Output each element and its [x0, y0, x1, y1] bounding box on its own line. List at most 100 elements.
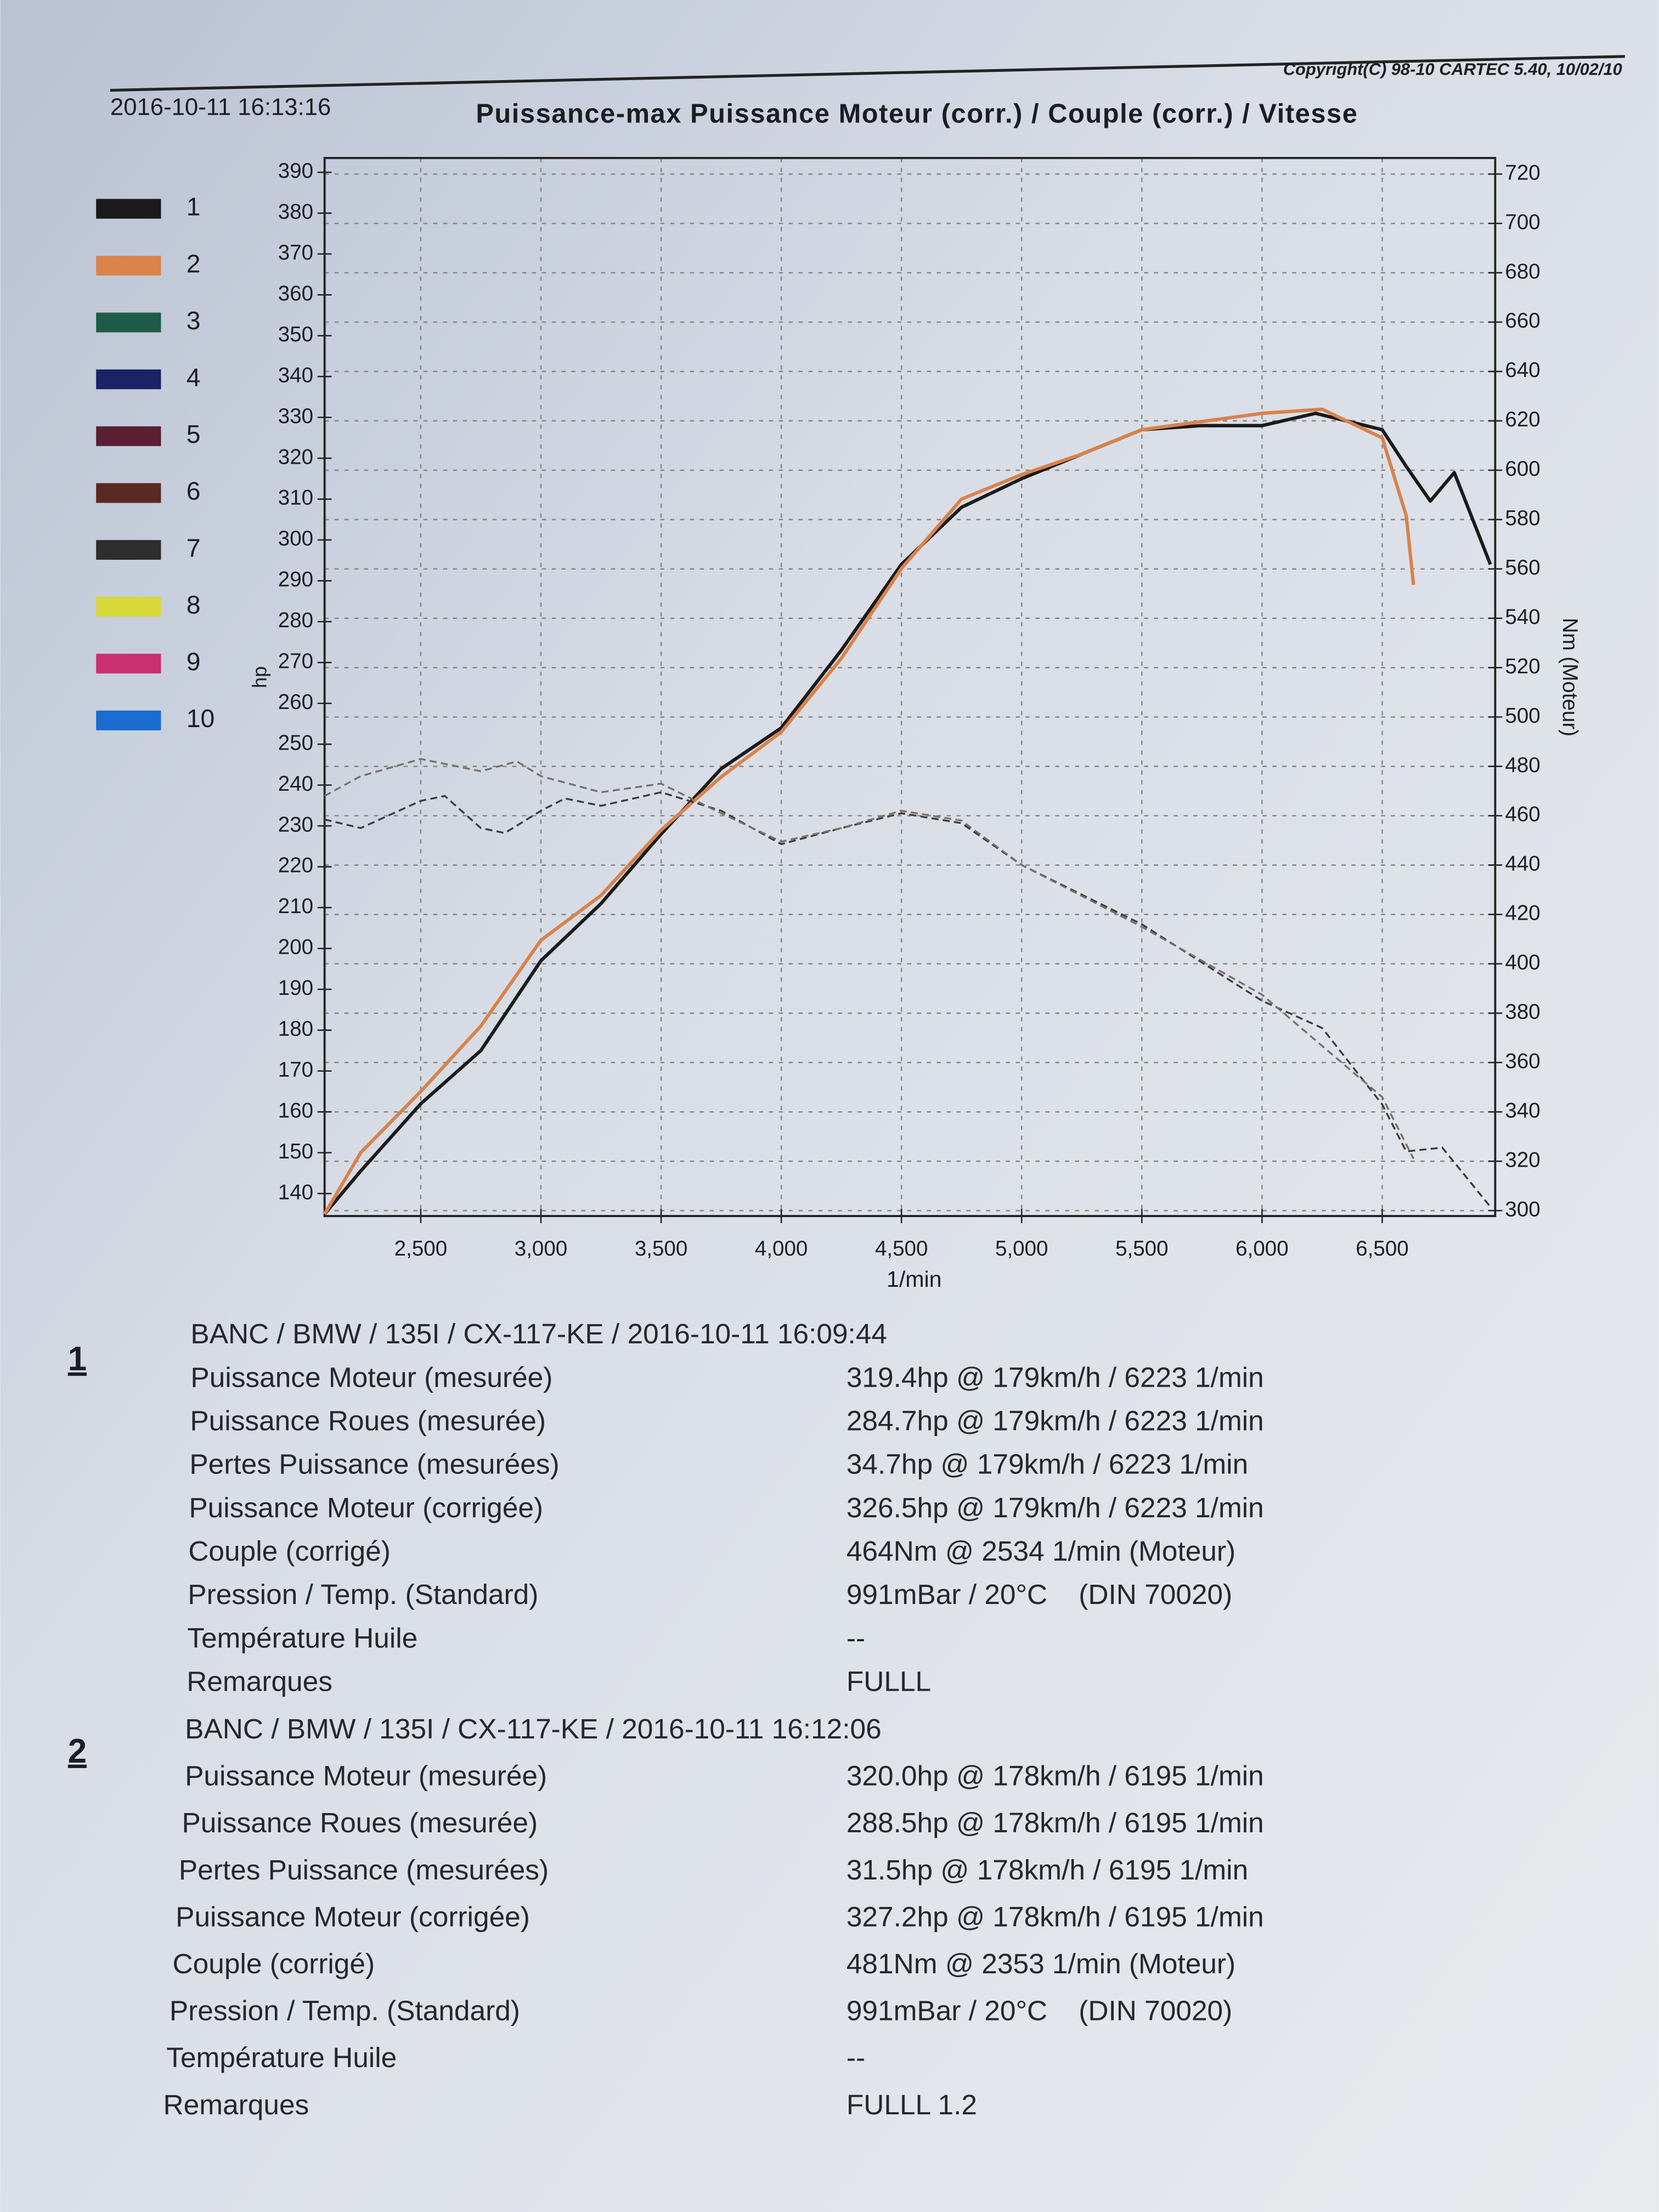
- row-value: 991mBar / 20°C (DIN 70020): [847, 1995, 1232, 2027]
- run-heading: BANC / BMW / 135I / CX-117-KE / 2016-10-…: [190, 1318, 887, 1349]
- y2-tick-label: 340: [1505, 1099, 1540, 1122]
- row-label: Pression / Temp. (Standard): [170, 1995, 520, 2027]
- legend-swatch: [96, 256, 161, 276]
- y-tick-label: 280: [278, 609, 313, 632]
- y2-tick-label: 420: [1505, 902, 1540, 925]
- y-tick-label: 300: [278, 527, 313, 550]
- y2-tick-label: 680: [1505, 260, 1540, 283]
- legend-swatch: [96, 426, 161, 446]
- legend-swatch: [96, 654, 161, 674]
- y-tick-label: 190: [278, 976, 313, 1000]
- row-label: Puissance Roues (mesurée): [190, 1404, 546, 1436]
- y2-tick-label: 460: [1505, 803, 1540, 826]
- plot: 1401501601701801902002102202302402502602…: [96, 157, 1541, 1260]
- row-label: Couple (corrigé): [173, 1948, 375, 1979]
- legend-label: 1: [187, 193, 201, 221]
- legend-swatch: [96, 596, 161, 617]
- run-number: 1: [68, 1340, 87, 1378]
- y-tick-label: 180: [278, 1017, 313, 1040]
- x-tick-label: 6,000: [1235, 1237, 1288, 1260]
- x-tick-label: 2,500: [394, 1237, 447, 1260]
- y-tick-label: 330: [278, 404, 313, 428]
- row-value: 320.0hp @ 178km/h / 6195 1/min: [847, 1760, 1264, 1792]
- row-label: Couple (corrigé): [188, 1535, 391, 1567]
- y2-axis-label: Nm (Moteur): [1558, 618, 1582, 736]
- y2-tick-label: 520: [1505, 655, 1540, 678]
- legend-label: 10: [187, 704, 215, 733]
- y2-tick-label: 360: [1505, 1049, 1540, 1073]
- y-tick-label: 360: [278, 282, 313, 306]
- legend-label: 8: [187, 590, 201, 619]
- y-tick-label: 220: [278, 854, 313, 877]
- legend-label: 5: [187, 420, 201, 448]
- y2-tick-label: 440: [1505, 852, 1540, 876]
- row-value: 34.7hp @ 179km/h / 6223 1/min: [847, 1448, 1248, 1480]
- y-tick-label: 260: [278, 690, 313, 714]
- y-axis-label: hp: [248, 666, 270, 688]
- row-label: Pression / Temp. (Standard): [188, 1578, 538, 1610]
- x-tick-label: 3,500: [635, 1237, 687, 1260]
- y2-tick-label: 700: [1505, 210, 1540, 234]
- legend-label: 2: [187, 249, 201, 278]
- copyright: Copyright(C) 98-10 CARTEC 5.40, 10/02/10: [1283, 60, 1622, 79]
- run-heading: BANC / BMW / 135I / CX-117-KE / 2016-10-…: [185, 1713, 882, 1744]
- y-tick-label: 140: [278, 1180, 313, 1204]
- y2-tick-label: 560: [1505, 556, 1540, 579]
- torque-line: [324, 758, 1415, 1160]
- row-value: 284.7hp @ 179km/h / 6223 1/min: [847, 1404, 1264, 1436]
- x-tick-label: 3,000: [515, 1237, 567, 1260]
- row-label: Pertes Puissance (mesurées): [189, 1448, 559, 1480]
- run-number: 2: [68, 1732, 87, 1770]
- row-label: Pertes Puissance (mesurées): [179, 1854, 549, 1885]
- x-tick-label: 5,500: [1115, 1237, 1168, 1260]
- timestamp: 2016-10-11 16:13:16: [110, 93, 331, 120]
- y-tick-label: 200: [278, 936, 313, 959]
- y-tick-label: 310: [278, 486, 313, 510]
- row-value: FULLL 1.2: [847, 2089, 977, 2120]
- legend-swatch: [96, 540, 161, 560]
- row-label: Puissance Moteur (mesurée): [185, 1760, 547, 1792]
- row-value: --: [847, 1622, 865, 1653]
- y-tick-label: 380: [278, 200, 313, 224]
- y2-tick-label: 500: [1505, 704, 1540, 728]
- row-label: Remarques: [187, 1665, 332, 1697]
- legend-swatch: [96, 312, 161, 333]
- y-tick-label: 320: [278, 445, 313, 469]
- y2-tick-label: 320: [1505, 1148, 1540, 1172]
- header-rule: [110, 55, 1625, 92]
- legend-swatch: [96, 199, 161, 219]
- row-value: --: [847, 2041, 865, 2073]
- row-label: Puissance Roues (mesurée): [182, 1806, 538, 1838]
- y-tick-label: 250: [278, 731, 313, 755]
- row-label: Remarques: [163, 2089, 309, 2120]
- y2-tick-label: 720: [1505, 161, 1540, 184]
- y2-tick-label: 400: [1505, 951, 1540, 975]
- row-value: 991mBar / 20°C (DIN 70020): [847, 1578, 1232, 1610]
- row-value: 464Nm @ 2534 1/min (Moteur): [847, 1535, 1235, 1567]
- legend-label: 4: [187, 363, 201, 392]
- row-value: 31.5hp @ 178km/h / 6195 1/min: [847, 1854, 1248, 1885]
- y-tick-label: 350: [278, 323, 313, 346]
- chart-title: Puissance-max Puissance Moteur (corr.) /…: [476, 99, 1358, 129]
- legend-label: 9: [187, 648, 201, 676]
- row-label: Température Huile: [166, 2041, 397, 2073]
- row-label: Température Huile: [187, 1622, 417, 1653]
- row-value: FULLL: [847, 1665, 931, 1697]
- row-label: Puissance Moteur (corrigée): [176, 1900, 530, 1932]
- y-tick-label: 230: [278, 813, 313, 836]
- row-value: 326.5hp @ 179km/h / 6223 1/min: [847, 1491, 1264, 1523]
- legend-swatch: [96, 710, 161, 730]
- legend-swatch: [96, 483, 161, 503]
- y2-tick-label: 480: [1505, 753, 1540, 777]
- legend-label: 6: [187, 477, 201, 505]
- y-tick-label: 370: [278, 241, 313, 264]
- y2-tick-label: 600: [1505, 457, 1540, 481]
- y-tick-label: 290: [278, 568, 313, 592]
- y2-tick-label: 580: [1505, 506, 1540, 530]
- y-tick-label: 150: [278, 1140, 313, 1163]
- y-tick-label: 340: [278, 363, 313, 387]
- plot-frame: [323, 157, 1497, 1217]
- row-label: Puissance Moteur (corrigée): [189, 1491, 543, 1523]
- y-tick-label: 270: [278, 649, 313, 673]
